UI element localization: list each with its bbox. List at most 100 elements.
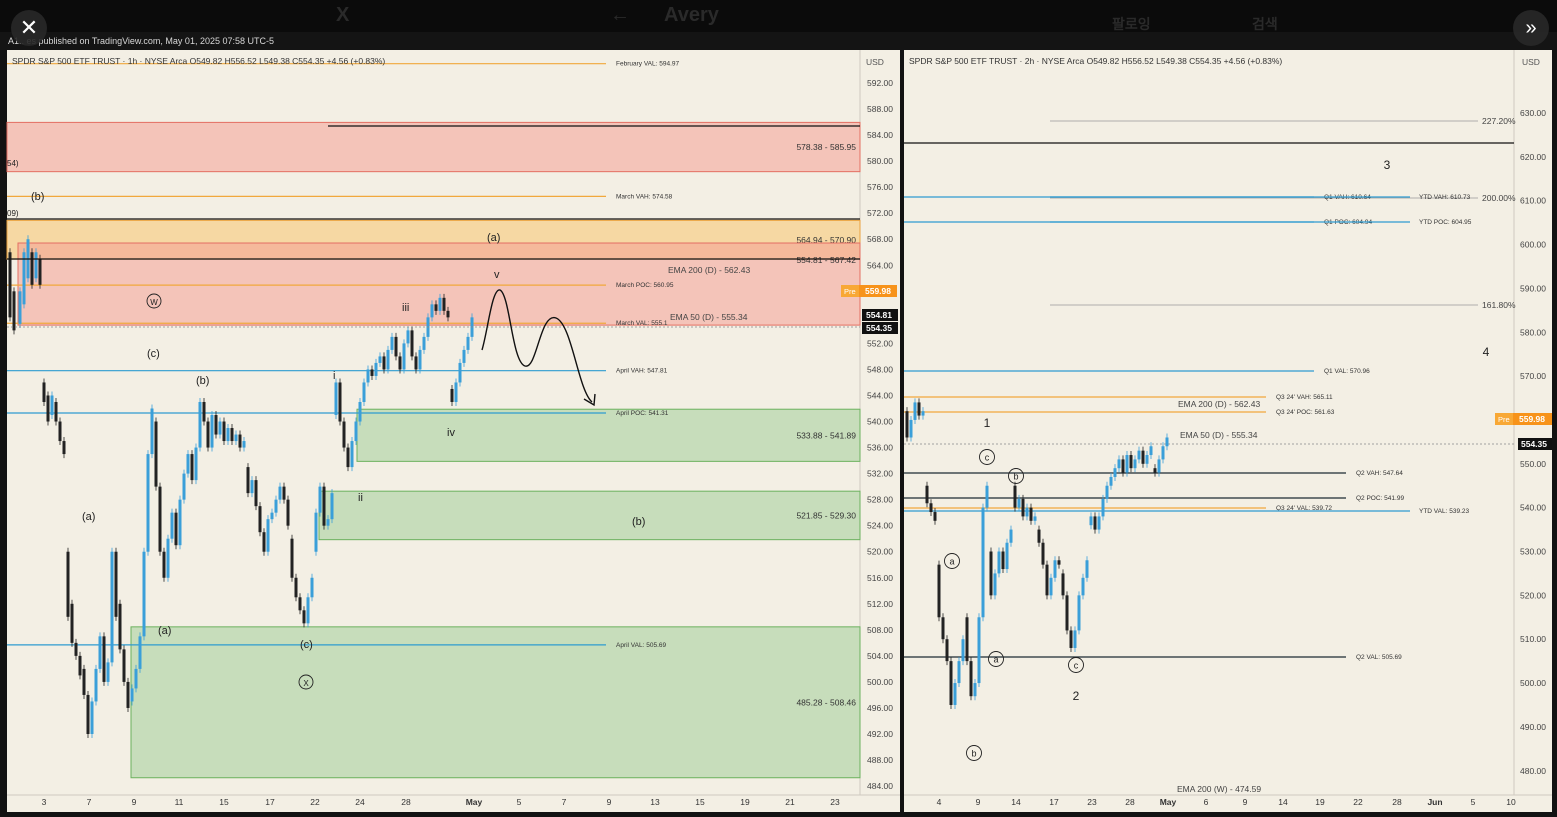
candle-body [118,603,122,650]
right-candles [905,398,1169,709]
wave-label: a [949,557,954,567]
candle-body [162,551,166,578]
x-tick-label: Jun [1427,797,1442,807]
candle-body [290,538,294,578]
candle-body [446,310,450,318]
candle-body [206,421,210,448]
candle-body [254,480,258,507]
candle-body [402,343,406,370]
candle-body [238,434,242,448]
candle-body [410,330,414,357]
candle-body [22,252,26,305]
candle-body [1117,459,1121,469]
candle-body [126,681,130,708]
x-tick-label: 14 [1278,797,1288,807]
wave-circle [979,449,995,465]
y-tick-label: 536.00 [867,443,893,453]
level-label: Q3 24' POC: 561.63 [1276,409,1335,416]
right-chart-panel[interactable]: 227.20%200.00%161.80%Q1 VAH: 610.64YTD V… [904,50,1552,812]
y-tick-label: 550.00 [1520,459,1546,469]
y-tick-label: 530.00 [1520,547,1546,557]
candle-body [102,636,106,682]
wave-label: c [1074,661,1079,671]
candle-body [138,636,142,669]
x-tick-label: 7 [87,797,92,807]
price-badge-value: 554.81 [866,310,892,320]
candle-body [422,336,426,350]
level-label: April POC: 541.31 [616,410,669,417]
candle-body [430,304,434,318]
candle-body [98,636,102,669]
candle-body [374,362,378,376]
candle-body [1045,564,1049,596]
candle-body [1033,516,1037,521]
candle-body [106,662,110,682]
next-button[interactable]: » [1513,10,1549,46]
candle-body [154,421,158,487]
left-black-lines [7,125,860,407]
candle-body [298,597,302,611]
zone-red [6,121,861,173]
level-label: YTD VAH: 610.73 [1419,194,1471,201]
candle-body [398,356,402,370]
wave-label: (b) [632,516,645,528]
candle-body [1157,459,1161,473]
candle-body [1029,507,1033,521]
candle-body [1069,630,1073,648]
candle-body [977,617,981,684]
follow-label: 팔로잉 [1112,16,1151,32]
wave-label: X [303,679,309,688]
level-label: Q2 VAL: 505.69 [1356,654,1402,661]
candle-body [1025,507,1029,517]
charts-canvas[interactable]: 578.38 - 585.95 564.94 - 570.90 554.81 - 5… [0,50,1557,817]
candle-body [306,597,310,624]
fib-label: 227.20% [1482,116,1516,126]
candle-body [74,642,78,656]
y-tick-label: 508.00 [867,625,893,635]
y-tick-label: 600.00 [1520,240,1546,250]
candle-body [1133,459,1137,469]
wave-label: 1 [984,416,991,430]
left-chart-panel[interactable]: 578.38 - 585.95 564.94 - 570.90 554.81 - 5… [6,50,900,812]
ema-label: EMA 50 (D) - 555.34 [670,312,748,322]
candle-body [166,538,170,578]
x-logo-icon: X [336,4,350,26]
candle-body [270,512,274,520]
candle-body [94,668,98,702]
wave-label: iv [447,427,455,439]
y-tick-label: 568.00 [867,234,893,244]
candle-body [1057,560,1061,565]
y-tick-label: 504.00 [867,651,893,661]
y-tick-label: 576.00 [867,182,893,192]
x-tick-label: 6 [1204,797,1209,807]
x-tick-label: 23 [1087,797,1097,807]
candle-body [262,532,266,552]
candle-body [202,401,206,422]
candle-body [454,382,458,402]
x-tick-label: May [466,797,483,807]
zone-green [356,408,861,462]
candle-body [366,369,370,383]
y-tick-label: 532.00 [867,469,893,479]
candle-body [266,519,270,552]
candle-body [78,655,82,676]
candle-body [122,649,126,682]
candle-body [310,577,314,598]
candle-body [1061,573,1065,596]
candle-body [1165,437,1169,447]
candle-body [1097,516,1101,530]
y-tick-label: 524.00 [867,521,893,531]
candle-body [354,421,358,442]
x-tick-label: 9 [132,797,137,807]
candle-body [462,349,466,363]
price-badge-value: 554.35 [866,323,892,333]
candle-body [953,683,957,705]
pre-tag-label: Pre [1498,415,1510,424]
candle-body [70,603,74,643]
candle-body [1125,455,1129,473]
candle-body [86,694,90,734]
x-tick-label: 5 [517,797,522,807]
close-button[interactable]: ✕ [11,10,47,46]
fib-label: 161.80% [1482,300,1516,310]
candle-body [921,411,925,416]
